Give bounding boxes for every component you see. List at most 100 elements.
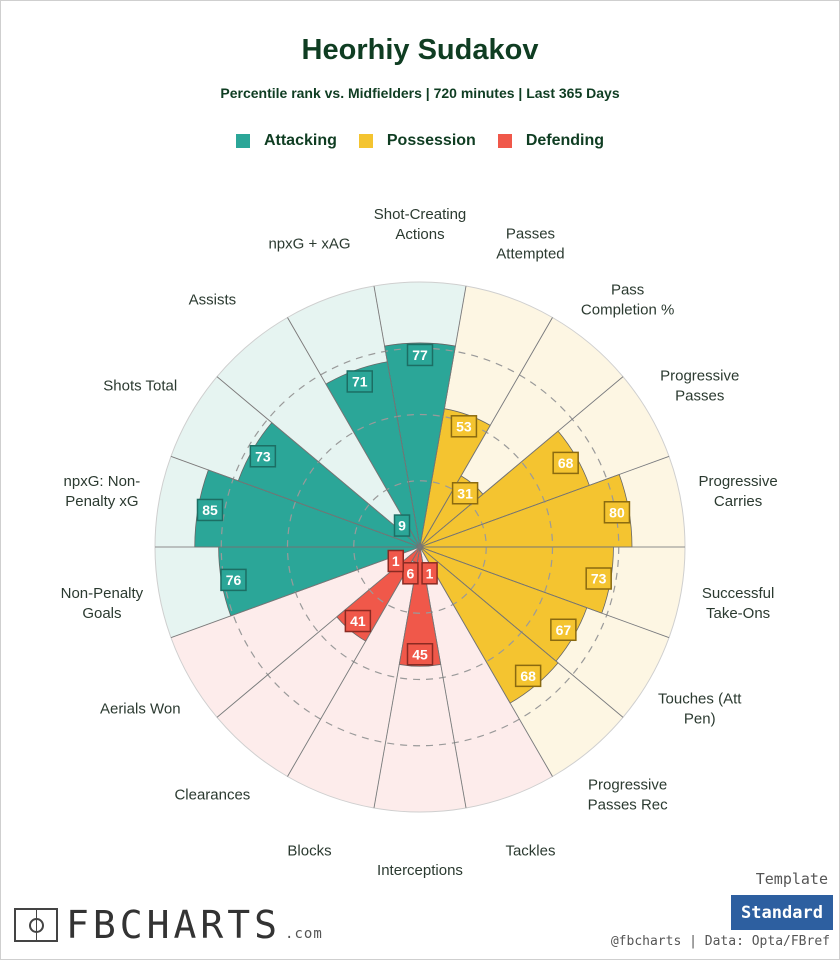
- value-label: 80: [609, 504, 625, 520]
- category-label-line: Passes Rec: [588, 796, 669, 813]
- value-label: 6: [407, 565, 415, 581]
- legend-swatch-attacking: [235, 134, 250, 148]
- radial-divider: [419, 317, 553, 548]
- value-label-box: [249, 445, 277, 468]
- category-label-line: Clearances: [174, 786, 250, 803]
- category-label-line: Passes: [506, 225, 555, 242]
- value-label: 71: [352, 373, 368, 389]
- category-label-line: Passes: [675, 388, 724, 405]
- category-label-line: Shots Total: [103, 378, 177, 395]
- category-label-line: Successful: [702, 585, 775, 602]
- category-label: Tackles: [505, 843, 555, 860]
- value-label: 77: [412, 347, 428, 363]
- pitch-icon: [14, 908, 58, 942]
- value-label-box: [552, 451, 579, 475]
- category-label: Aerials Won: [100, 701, 181, 718]
- category-label: Progressive Carries: [698, 473, 777, 510]
- category-label: Interceptions: [377, 862, 463, 879]
- category-label: Pass Completion %: [581, 282, 674, 319]
- legend-item-possession: Possession: [358, 132, 476, 150]
- value-label-box: [393, 514, 411, 537]
- category-label: Progressive Passes Rec: [588, 776, 669, 813]
- value-label-box: [603, 501, 631, 524]
- value-label: 53: [456, 418, 472, 434]
- value-label: 68: [558, 455, 574, 471]
- radial-divider: [170, 455, 421, 548]
- value-label: 68: [520, 668, 536, 684]
- legend-swatch-defending: [497, 134, 512, 148]
- radial-divider: [287, 317, 421, 548]
- category-label: Blocks: [287, 843, 331, 860]
- legend-item-defending: Defending: [497, 132, 604, 150]
- value-label: 31: [457, 485, 473, 501]
- category-label-line: Carries: [714, 493, 762, 510]
- fbcharts-logo: FBCHARTS .com: [14, 903, 323, 947]
- legend-item-attacking: Attacking: [235, 132, 337, 150]
- value-label: 67: [556, 622, 572, 638]
- category-label: Shot-Creating Actions: [374, 206, 467, 243]
- category-label-line: Aerials Won: [100, 701, 181, 718]
- legend-label-possession: Possession: [386, 132, 476, 149]
- category-label-line: Non-Penalty: [61, 585, 144, 602]
- chart-title: Heorhiy Sudakov: [301, 34, 539, 66]
- radial-divider: [216, 376, 421, 548]
- footer-credit: @fbcharts | Data: Opta/FBref: [610, 934, 830, 949]
- radial-divider: [419, 285, 467, 548]
- radial-divider: [419, 546, 670, 639]
- category-label: npxG: Non- Penalty xG: [64, 473, 141, 510]
- value-label: 41: [350, 613, 366, 629]
- template-standard-button[interactable]: Standard: [731, 895, 833, 930]
- category-label: Progressive Passes: [660, 368, 739, 405]
- category-label-line: Tackles: [505, 843, 555, 860]
- category-label-line: Pen): [684, 711, 716, 728]
- value-label: 1: [426, 565, 434, 581]
- value-label: 1: [392, 553, 400, 569]
- value-label-box: [514, 664, 542, 688]
- category-label: Touches (Att Pen): [658, 691, 742, 728]
- value-label-box: [402, 562, 419, 585]
- value-label-box: [406, 643, 434, 666]
- radial-divider: [170, 546, 421, 639]
- legend-label-attacking: Attacking: [263, 132, 337, 149]
- value-label: 73: [255, 448, 271, 464]
- legend: Attacking Possession Defending: [0, 132, 840, 150]
- category-label-line: Blocks: [287, 843, 331, 860]
- category-label: Shots Total: [103, 378, 177, 395]
- category-label: Clearances: [174, 786, 250, 803]
- value-label: 9: [398, 518, 406, 534]
- category-label-line: Pass: [611, 282, 644, 299]
- value-label-box: [196, 498, 224, 522]
- radial-divider: [216, 546, 421, 718]
- value-label-box: [450, 415, 478, 438]
- category-label-line: Progressive: [588, 776, 667, 793]
- category-label: Non-Penalty Goals: [61, 585, 144, 622]
- logo-text: FBCHARTS: [66, 903, 282, 947]
- category-label-line: Penalty xG: [65, 493, 138, 510]
- category-label-line: Goals: [82, 605, 121, 622]
- radial-divider: [419, 376, 624, 548]
- value-label-box: [585, 567, 612, 590]
- category-label-line: Touches (Att: [658, 691, 742, 708]
- category-label-line: Actions: [395, 226, 444, 243]
- value-label-box: [220, 568, 247, 592]
- template-label: Template: [755, 870, 828, 888]
- category-label-line: Shot-Creating: [374, 206, 467, 223]
- category-label-line: Assists: [189, 292, 237, 309]
- value-label-box: [387, 549, 404, 573]
- category-label: Passes Attempted: [496, 225, 564, 262]
- category-label-line: Attempted: [496, 245, 564, 262]
- radial-divider: [419, 546, 624, 718]
- category-label-line: npxG: Non-: [64, 473, 141, 490]
- radial-divider: [373, 285, 421, 548]
- category-label: Assists: [189, 292, 237, 309]
- category-label-line: Progressive: [698, 473, 777, 490]
- value-label-box: [421, 562, 438, 585]
- legend-swatch-possession: [358, 134, 373, 148]
- category-label-line: Take-Ons: [706, 605, 770, 622]
- radial-divider: [287, 546, 421, 777]
- radial-divider: [373, 546, 421, 809]
- value-label-box: [451, 482, 479, 505]
- radial-divider: [419, 546, 467, 809]
- logo-suffix: .com: [285, 926, 323, 942]
